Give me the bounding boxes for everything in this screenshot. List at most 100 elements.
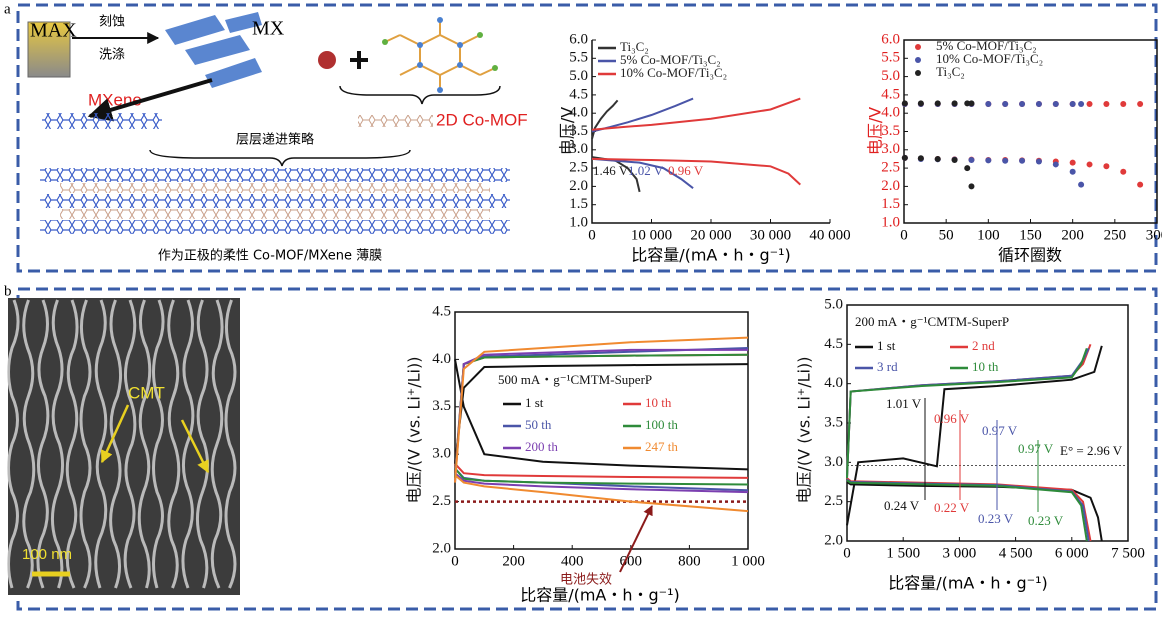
x-tick-label: 100: [977, 227, 1000, 243]
annotation: 0.22 V: [934, 500, 970, 515]
x-tick-label: 200: [502, 553, 525, 569]
annotation: 1.01 V: [886, 396, 922, 411]
step-label: 刻蚀: [99, 15, 125, 30]
point: [902, 155, 908, 161]
y-tick-label: 4.5: [569, 86, 588, 102]
x-tick-label: 40 000: [809, 227, 850, 243]
x-axis-title: 循环圈数: [998, 246, 1062, 265]
y-tick-label: 2.5: [824, 493, 843, 509]
legend-marker: [915, 70, 921, 76]
chart: 0501001502002503001.01.52.02.53.03.54.04…: [866, 31, 1162, 264]
plot-frame: [455, 312, 748, 549]
y-tick-label: 2.5: [432, 493, 451, 509]
legend-label: Ti₃C₂: [936, 64, 965, 79]
y-tick-label: 2.0: [824, 532, 843, 548]
x-tick-label: 0: [843, 545, 851, 561]
y-axis-title: 电压/V: [558, 107, 577, 155]
y-tick-label: 5.5: [881, 50, 900, 66]
y-axis-title: 电压/(V (vs. Li⁺/Li)): [405, 357, 424, 504]
point: [1137, 101, 1143, 107]
mof-label: 2D Co-MOF: [436, 110, 528, 129]
y-tick-label: 2.0: [432, 540, 451, 556]
y-tick-label: 1.0: [569, 214, 588, 230]
point: [985, 157, 991, 163]
y-tick-label: 6.0: [569, 31, 588, 47]
point: [935, 100, 941, 106]
mx-flakes: [165, 12, 262, 88]
y-tick-label: 2.5: [569, 160, 588, 176]
x-tick-label: 6 000: [1055, 545, 1089, 561]
y-tick-label: 5.0: [881, 68, 900, 84]
legend-label: 50 th: [525, 417, 552, 432]
layer: [40, 220, 510, 234]
legend-label: 247 th: [645, 439, 678, 454]
ligand: [385, 20, 495, 90]
scale-label: 100 nm: [22, 546, 72, 563]
point: [1019, 101, 1025, 107]
legend-label: 10 th: [972, 359, 999, 374]
annotation: 1.02 V: [628, 163, 664, 178]
layer: [60, 209, 490, 219]
x-tick-label: 30 000: [750, 227, 791, 243]
point: [1078, 101, 1084, 107]
point: [1120, 101, 1126, 107]
x-tick-label: 7 500: [1111, 545, 1145, 561]
point: [1070, 101, 1076, 107]
y-tick-label: 6.0: [881, 31, 900, 47]
point: [918, 155, 924, 161]
y-tick-label: 3.5: [824, 414, 843, 430]
x-tick-label: 1 500: [886, 545, 920, 561]
point: [952, 157, 958, 163]
point: [902, 100, 908, 106]
legend-label: 200 th: [525, 439, 558, 454]
y-tick-label: 3.5: [432, 398, 451, 414]
max-label: MAX: [30, 20, 77, 42]
point: [1103, 163, 1109, 169]
annotation: 1.46 V: [593, 163, 629, 178]
annotation: 0.24 V: [884, 498, 920, 513]
y-tick-label: 2.0: [569, 178, 588, 194]
x-tick-label: 200: [1061, 227, 1084, 243]
point: [968, 157, 974, 163]
co-ion: [318, 51, 336, 69]
annotation: 0.96 V: [934, 411, 970, 426]
x-axis-title: 比容量/(mA・h・g⁻¹): [520, 586, 680, 605]
point: [964, 165, 970, 171]
schematic-caption: 作为正极的柔性 Co-MOF/MXene 薄膜: [158, 248, 382, 264]
y-axis-title: 电压/(V (vs. Li⁺/Li)): [795, 357, 814, 504]
layer: [60, 183, 490, 193]
y-tick-label: 5.0: [569, 68, 588, 84]
x-tick-label: 400: [561, 553, 584, 569]
x-tick-label: 800: [678, 553, 701, 569]
point: [1087, 161, 1093, 167]
y-axis-title: 电压/V: [866, 107, 885, 155]
panel-label: b: [4, 283, 12, 299]
annotation: 500 mA・g⁻¹CMTM-SuperP: [498, 372, 652, 387]
annotation: 0.23 V: [978, 511, 1014, 526]
x-tick-label: 1 000: [731, 553, 765, 569]
y-tick-label: 4.5: [881, 86, 900, 102]
legend-label: 1 st: [525, 395, 544, 410]
annotation: 电池失效: [560, 573, 612, 588]
mxene-sheet: [42, 113, 162, 129]
point: [1070, 160, 1076, 166]
y-tick-label: 4.5: [432, 303, 451, 319]
y-tick-label: 1.0: [881, 214, 900, 230]
panel-label: a: [4, 1, 11, 17]
mx-label: MX: [252, 18, 285, 40]
plus: [350, 51, 368, 69]
point: [1103, 101, 1109, 107]
x-tick-label: 250: [1104, 227, 1127, 243]
y-tick-label: 5.0: [824, 296, 843, 312]
point: [1002, 101, 1008, 107]
point: [1002, 158, 1008, 164]
series-line: [592, 100, 640, 191]
point: [918, 100, 924, 106]
strategy-label: 层层递进策略: [236, 132, 314, 148]
annotation: 0.97 V: [1018, 441, 1054, 456]
legend-label: 100 th: [645, 417, 678, 432]
x-tick-label: 4 500: [999, 545, 1033, 561]
layer: [40, 194, 510, 208]
